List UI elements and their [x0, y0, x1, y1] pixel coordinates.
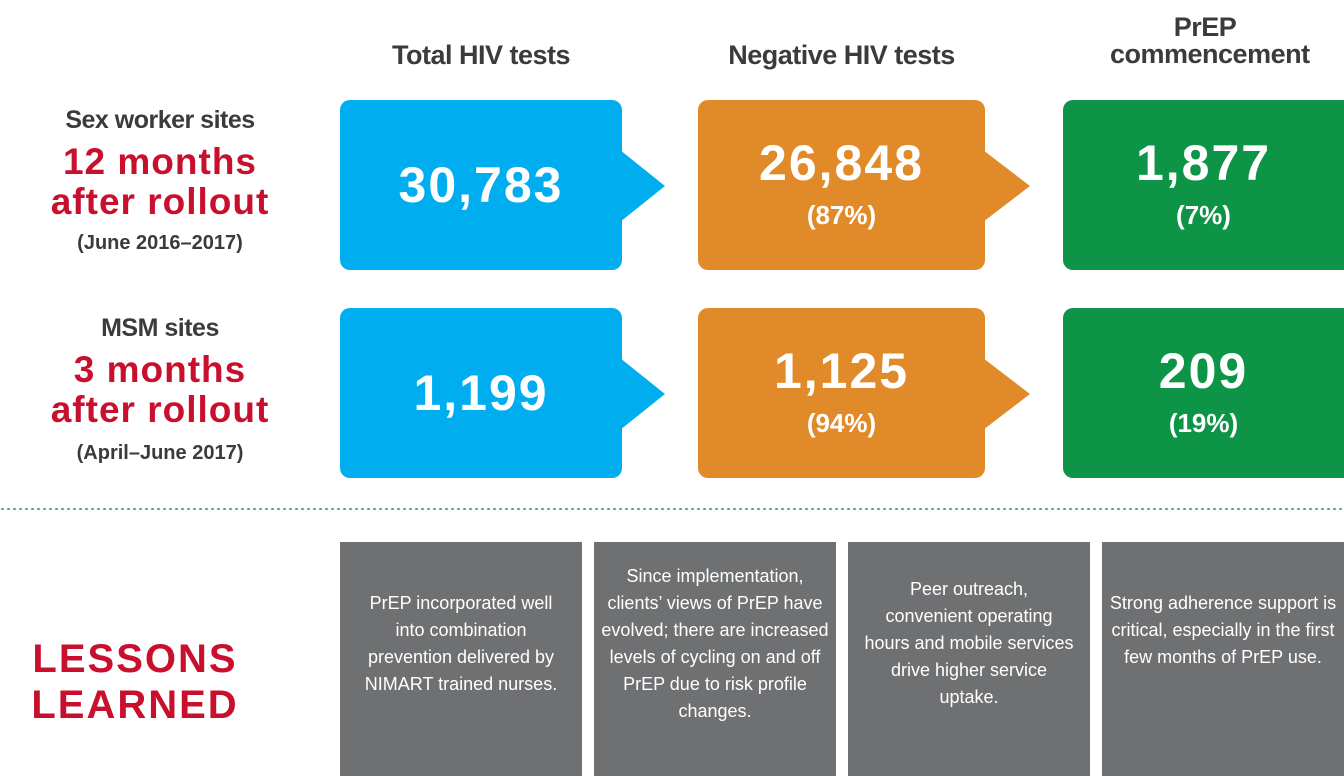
row-period: (June 2016–2017): [77, 232, 243, 254]
negative-value: 1,125: [773, 343, 910, 399]
arrow: [983, 358, 1030, 430]
row-label: Sex worker sites: [65, 106, 255, 134]
row-highlight: after rollout: [50, 181, 270, 222]
lesson-text: Peer outreach, convenient operating hour…: [864, 579, 1074, 707]
arrow: [983, 150, 1030, 222]
column-header: PrEP commencement: [1110, 12, 1310, 69]
column-header: Total HIV tests: [391, 40, 571, 70]
negative-pct: (87%): [806, 200, 877, 230]
arrow: [620, 358, 665, 430]
negative-box: [698, 100, 985, 270]
prep-pct: (7%): [1176, 200, 1231, 230]
lesson-box: [594, 542, 836, 776]
lesson-text: PrEP incorporated well into combination …: [364, 593, 558, 694]
prep-pct: (19%): [1168, 408, 1239, 438]
lessons-title: LEARNED: [31, 683, 239, 727]
arrow: [620, 150, 665, 222]
prep-box: [1063, 100, 1344, 270]
total-box: [340, 308, 622, 478]
row-highlight: 3 months: [73, 349, 247, 390]
negative-box: [698, 308, 985, 478]
row-period: (April–June 2017): [76, 442, 244, 464]
lesson-box: [340, 542, 582, 776]
total-box: [340, 100, 622, 270]
total-value: 1,199: [413, 365, 549, 421]
row-label: MSM sites: [101, 314, 219, 342]
row-highlight: after rollout: [50, 389, 270, 430]
row-1-boxes: [340, 100, 1344, 270]
row-highlight: 12 months: [62, 141, 258, 182]
lesson-box: [848, 542, 1090, 776]
prep-value: 1,877: [1135, 135, 1272, 191]
prep-box: [1063, 308, 1344, 478]
lesson-text: Since implementation, clients’ views of …: [601, 566, 829, 721]
prep-value: 209: [1158, 343, 1249, 399]
lessons-title: LESSONS: [32, 637, 238, 681]
lesson-text: Strong adherence support is critical, es…: [1109, 593, 1337, 667]
negative-value: 26,848: [759, 135, 924, 191]
column-header: Negative HIV tests: [728, 40, 955, 70]
row-2-boxes: [340, 308, 1344, 478]
lesson-box: [1102, 542, 1344, 776]
negative-pct: (94%): [806, 408, 877, 438]
total-value: 30,783: [398, 157, 564, 213]
